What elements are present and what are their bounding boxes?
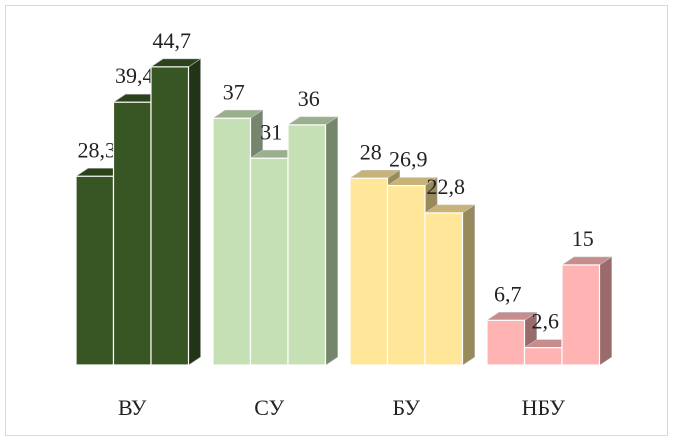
data-label: 28 (360, 139, 382, 164)
bar-side (188, 58, 201, 366)
bar-side (462, 204, 475, 366)
bar (112, 101, 152, 366)
data-label: 44,7 (153, 28, 192, 53)
bar (349, 177, 389, 366)
bar-side (325, 116, 338, 366)
data-label: 15 (572, 226, 594, 251)
data-label: 2,6 (532, 309, 560, 334)
data-label: 6,7 (494, 281, 522, 306)
bar (249, 157, 289, 366)
x-tick-label: НБУ (522, 395, 566, 420)
bar-side (599, 256, 612, 366)
bar (523, 347, 563, 366)
x-tick-label: СУ (254, 395, 284, 420)
data-label: 39,4 (115, 63, 154, 88)
bar (212, 117, 252, 366)
bar (386, 184, 426, 366)
bar (424, 212, 464, 366)
data-label: 36 (298, 86, 320, 111)
data-label: 22,8 (427, 174, 466, 199)
data-label: 37 (223, 79, 245, 104)
bar (561, 264, 601, 366)
x-tick-label: БУ (393, 395, 421, 420)
bar (150, 66, 190, 366)
data-label: 28,3 (78, 137, 117, 162)
bar (75, 175, 115, 366)
x-tick-label: ВУ (118, 395, 147, 420)
bar (486, 319, 526, 366)
data-label: 31 (260, 119, 282, 144)
bar (287, 124, 327, 366)
data-label: 26,9 (389, 147, 428, 172)
